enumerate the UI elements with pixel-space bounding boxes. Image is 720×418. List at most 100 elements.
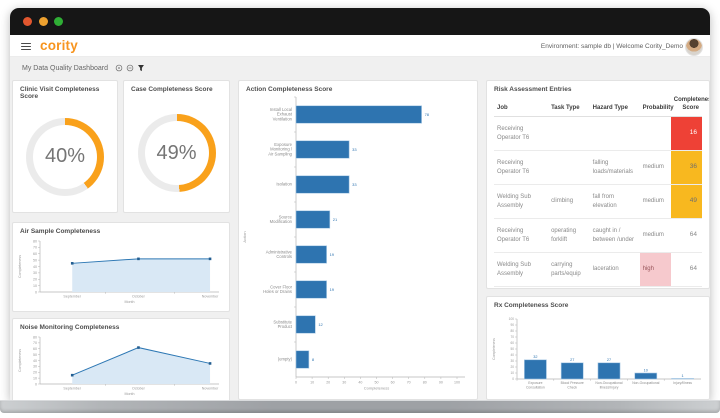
svg-text:30: 30: [342, 381, 346, 385]
svg-text:40: 40: [33, 265, 37, 269]
svg-text:20: 20: [33, 278, 37, 282]
refresh-icon[interactable]: [115, 64, 123, 72]
risk-row[interactable]: Receiving Operator T6 falling loads/mater…: [494, 150, 702, 185]
panel-title: Noise Monitoring Completeness: [20, 324, 120, 331]
svg-text:Controls: Controls: [276, 254, 292, 259]
window-titlebar: [10, 8, 710, 35]
filter-icon[interactable]: [137, 64, 145, 72]
svg-text:Cover Floor: Cover Floor: [270, 284, 292, 289]
panel-action: Action Completeness Score 78 Install Loca…: [238, 80, 478, 400]
risk-cell-task: [548, 150, 590, 185]
svg-text:Non-Occupational: Non-Occupational: [595, 381, 622, 385]
risk-cell-task: [548, 116, 590, 151]
svg-text:30: 30: [33, 271, 37, 275]
user-avatar[interactable]: [685, 38, 703, 56]
svg-text:October: October: [132, 295, 146, 299]
svg-text:20: 20: [510, 365, 514, 369]
svg-text:1: 1: [682, 374, 684, 378]
column-header: Job: [494, 94, 549, 117]
svg-text:60: 60: [391, 381, 395, 385]
svg-text:Month: Month: [125, 392, 135, 396]
svg-text:78: 78: [425, 112, 430, 117]
svg-text:Completeness: Completeness: [18, 255, 22, 278]
risk-cell-job: Welding Sub Assembly: [494, 184, 549, 219]
clinic-visit-gauge[interactable]: 40%: [26, 117, 104, 196]
svg-text:20: 20: [33, 371, 37, 375]
svg-text:November: November: [202, 295, 219, 299]
gauge-value: 40%: [44, 145, 86, 167]
hamburger-menu-icon[interactable]: [21, 43, 31, 52]
risk-row[interactable]: Welding Sub Assembly carrying parts/equip…: [494, 252, 702, 287]
svg-text:40: 40: [33, 359, 37, 363]
svg-text:33: 33: [352, 182, 357, 187]
svg-text:Non-Occupational: Non-Occupational: [632, 381, 659, 385]
svg-text:80: 80: [510, 329, 514, 333]
traffic-light-zoom[interactable]: [54, 17, 63, 26]
svg-text:0: 0: [35, 382, 37, 386]
risk-cell-probability: medium: [639, 184, 671, 219]
risk-row[interactable]: Receiving Operator T6 operating forklift c…: [494, 218, 702, 253]
risk-cell-score: 49: [670, 184, 702, 219]
risk-cell-job: Receiving Operator T6: [494, 150, 549, 185]
risk-cell-task: climbing: [548, 184, 590, 219]
svg-text:12: 12: [318, 322, 323, 327]
chart-canvas: 0 10 20 30 40 50 60 70 80 90 100 32 ExposureConsulta…: [492, 317, 701, 389]
svg-text:Check: Check: [567, 385, 577, 389]
svg-text:Holes or Drains: Holes or Drains: [263, 289, 292, 294]
risk-cell-task: operating forklift: [548, 218, 590, 253]
traffic-light-minimize[interactable]: [39, 17, 48, 26]
traffic-light-close[interactable]: [23, 17, 32, 26]
risk-row[interactable]: Receiving Operator T6 16: [494, 116, 702, 151]
risk-cell-hazard: laceration: [589, 252, 640, 287]
collapse-icon[interactable]: [126, 64, 134, 72]
svg-text:0: 0: [512, 377, 514, 381]
risk-cell-job: Receiving Operator T6: [494, 218, 549, 253]
risk-cell-hazard: falling loads/materials: [589, 150, 640, 185]
svg-text:September: September: [63, 295, 81, 299]
risk-assessment-table: Job Task Type Hazard Type Probability Comple…: [487, 94, 709, 288]
panel-clinic-visit: Clinic Visit Completeness Score 40%: [12, 80, 118, 213]
column-header: Hazard Type: [589, 94, 640, 117]
svg-text:(empty): (empty): [278, 357, 293, 362]
svg-text:September: September: [63, 387, 81, 391]
risk-cell-hazard: [589, 116, 640, 151]
svg-text:Product: Product: [278, 324, 293, 329]
svg-text:50: 50: [510, 347, 514, 351]
svg-text:Exposure: Exposure: [274, 142, 292, 147]
action-completeness-chart[interactable]: 78 Install Local Exhaust Ventilation 33 Expos…: [239, 94, 477, 399]
environment-text: Environment: sample db | Welcome Cority_…: [540, 43, 683, 50]
svg-text:100: 100: [509, 317, 515, 321]
svg-text:10: 10: [510, 371, 514, 375]
panel-title: Case Completeness Score: [131, 86, 213, 93]
svg-text:80: 80: [423, 381, 427, 385]
svg-text:Exhaust: Exhaust: [277, 112, 293, 117]
svg-text:50: 50: [33, 258, 37, 262]
svg-text:30: 30: [510, 359, 514, 363]
panel-title: Air Sample Completeness: [20, 228, 101, 235]
svg-text:0: 0: [35, 290, 37, 294]
svg-text:50: 50: [33, 353, 37, 357]
svg-text:Substitute: Substitute: [273, 319, 292, 324]
svg-text:Monitoring /: Monitoring /: [270, 147, 293, 152]
risk-cell-score: 64: [670, 252, 702, 287]
svg-text:32: 32: [533, 355, 537, 359]
laptop-base: [0, 400, 720, 413]
svg-text:30: 30: [33, 365, 37, 369]
svg-text:60: 60: [33, 252, 37, 256]
dashboard-area: My Data Quality Dashboard Clinic Visit C…: [10, 57, 710, 400]
svg-text:19: 19: [330, 287, 335, 292]
case-gauge[interactable]: 49%: [137, 114, 216, 192]
noise-monitoring-chart[interactable]: 0 10 20 30 40 50 60 70 80 September October Novembe…: [13, 332, 229, 400]
air-sample-chart[interactable]: 0 10 20 30 40 50 60 70 80 September October Novembe…: [13, 236, 229, 311]
svg-text:10: 10: [644, 368, 648, 372]
svg-text:80: 80: [33, 239, 37, 243]
risk-row[interactable]: Welding Sub Assembly climbing fall from el…: [494, 184, 702, 219]
svg-text:Administrative: Administrative: [266, 249, 293, 254]
rx-completeness-chart[interactable]: 0 10 20 30 40 50 60 70 80 90 100 32 Exposure Consulta…: [487, 310, 709, 399]
risk-cell-hazard: fall from elevation: [589, 184, 640, 219]
svg-text:27: 27: [570, 358, 574, 362]
svg-text:Ventilation: Ventilation: [273, 117, 293, 122]
